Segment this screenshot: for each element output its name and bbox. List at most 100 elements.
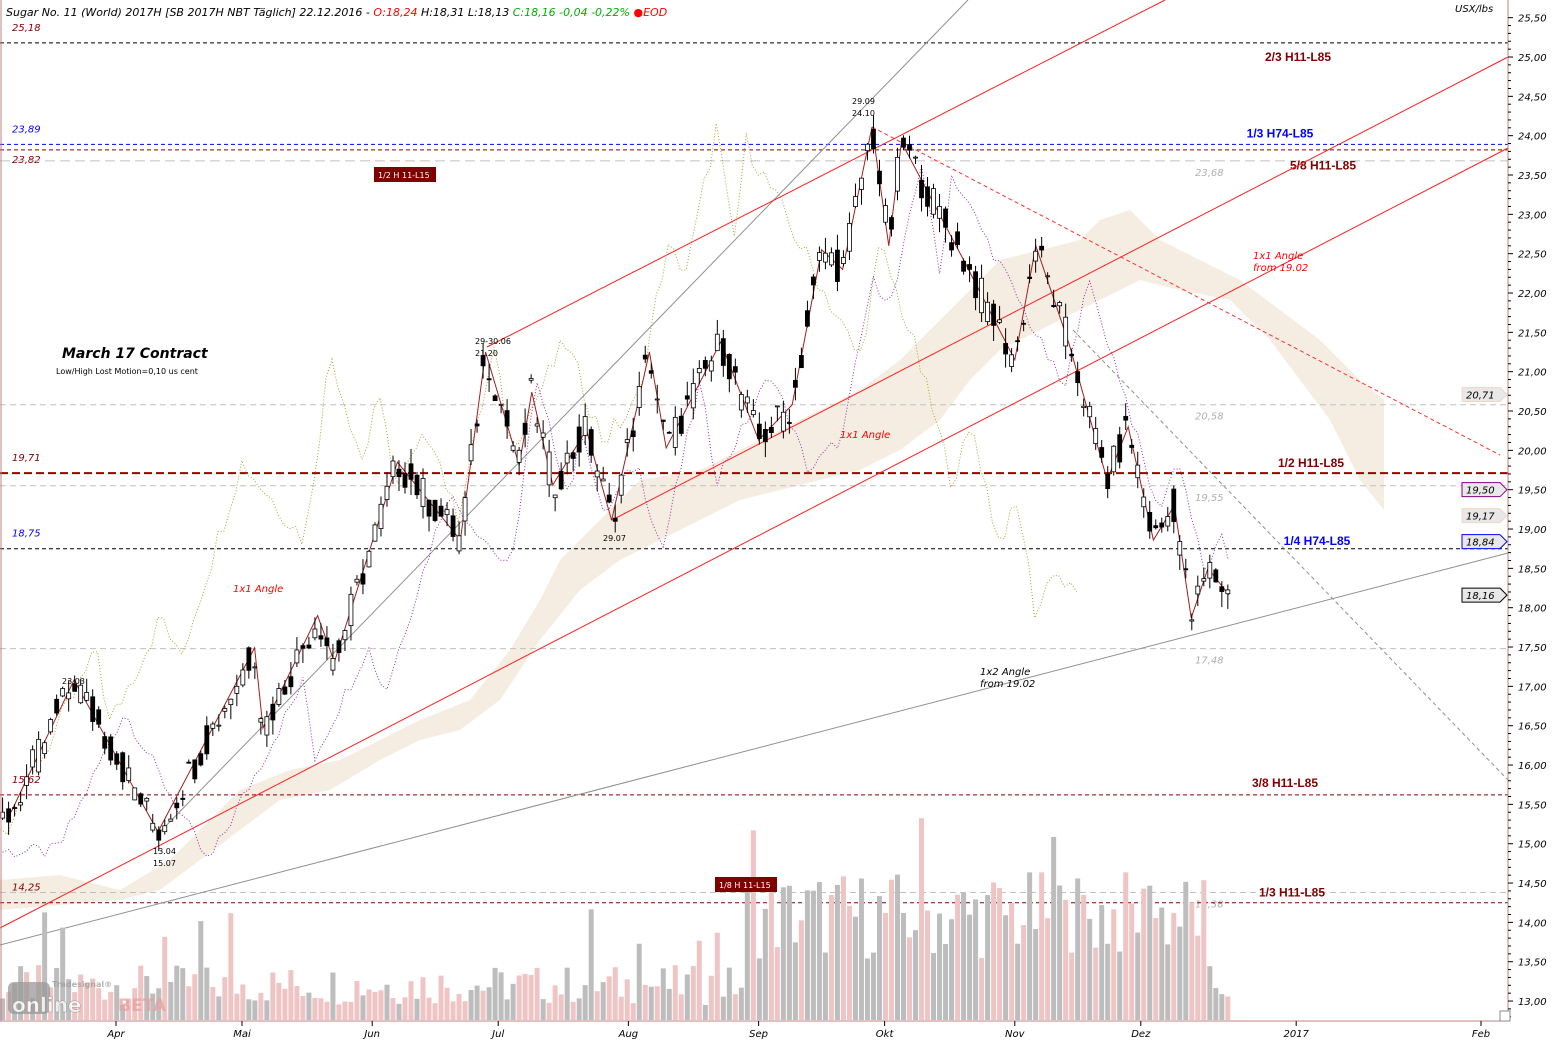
gann-1x2-angle-line[interactable] bbox=[0, 552, 1509, 946]
candle bbox=[811, 274, 816, 300]
volume-bar bbox=[72, 992, 78, 1020]
volume-bar bbox=[336, 1004, 342, 1020]
candle bbox=[150, 813, 156, 833]
volume-bar bbox=[180, 968, 186, 1020]
signal-line bbox=[2, 166, 1229, 858]
volume-bar bbox=[606, 976, 612, 1020]
candle bbox=[913, 155, 918, 164]
volume-bars bbox=[0, 818, 1231, 1020]
volume-bar bbox=[330, 972, 336, 1020]
volume-bar bbox=[228, 913, 234, 1020]
volume-bar bbox=[546, 1002, 552, 1020]
candle bbox=[558, 462, 564, 491]
red-channel-upper-line[interactable] bbox=[611, 56, 1509, 521]
tradesignal-logo: Tradesignal® online BETA bbox=[8, 980, 167, 1017]
candle bbox=[528, 374, 534, 384]
y-tick-label: 23,50 bbox=[1518, 171, 1547, 182]
candle bbox=[606, 482, 612, 504]
y-tick-label: 24,50 bbox=[1518, 92, 1547, 103]
y-tick-label: 21,00 bbox=[1518, 368, 1547, 379]
fib-level-label: 1/4 H74-L85 bbox=[1284, 534, 1351, 548]
candle bbox=[510, 441, 516, 453]
candle bbox=[612, 504, 618, 533]
volume-bar bbox=[378, 990, 384, 1020]
angle-label: from 19.02 bbox=[980, 679, 1035, 690]
volume-bar bbox=[1171, 913, 1177, 1020]
y-tick-label: 17,00 bbox=[1518, 682, 1547, 693]
candle bbox=[1009, 348, 1015, 373]
high-low-value: H:18,31 L:18,13 bbox=[420, 6, 510, 19]
level-price-label: 23,89 bbox=[12, 124, 41, 135]
volume-bar bbox=[1195, 935, 1201, 1020]
candle bbox=[708, 355, 714, 382]
candle bbox=[979, 264, 984, 323]
volume-bar bbox=[390, 998, 396, 1020]
candle bbox=[366, 550, 372, 568]
fib-level-label: 1/3 H11-L85 bbox=[1259, 885, 1325, 899]
resize-grip-icon[interactable] bbox=[1499, 1010, 1511, 1022]
gray-dashed-trend-line[interactable] bbox=[1072, 329, 1509, 781]
candle bbox=[1063, 303, 1069, 360]
red-channel-top-line[interactable] bbox=[486, 0, 1166, 348]
candle bbox=[883, 198, 888, 225]
volume-bar bbox=[276, 982, 282, 1020]
candle bbox=[552, 494, 558, 512]
volume-bar bbox=[480, 990, 486, 1020]
volume-bar bbox=[150, 993, 156, 1020]
volume-bar bbox=[888, 879, 894, 1020]
candle bbox=[690, 368, 696, 420]
volume-bar bbox=[810, 890, 816, 1020]
volume-bar bbox=[396, 1003, 402, 1020]
candle bbox=[222, 705, 228, 719]
volume-bar bbox=[96, 988, 102, 1020]
volume-bar bbox=[558, 994, 564, 1020]
volume-bar bbox=[420, 977, 426, 1020]
y-tick-label: 23,00 bbox=[1518, 210, 1547, 221]
logo-brand: Tradesignal® bbox=[52, 980, 112, 989]
volume-bar bbox=[48, 987, 54, 1020]
candle bbox=[805, 300, 810, 328]
volume-bar bbox=[354, 981, 360, 1020]
candle bbox=[468, 429, 474, 466]
y-tick-label: 20,00 bbox=[1518, 446, 1547, 457]
volume-bar bbox=[774, 947, 780, 1020]
candle bbox=[1177, 535, 1183, 570]
candle bbox=[1057, 300, 1063, 314]
volume-bar bbox=[534, 967, 540, 1020]
volume-bar bbox=[60, 927, 66, 1020]
candle bbox=[594, 464, 600, 492]
ichimoku-cloud bbox=[0, 210, 1384, 910]
volume-bar bbox=[588, 909, 594, 1020]
candle bbox=[1093, 416, 1099, 450]
volume-bar bbox=[450, 1001, 456, 1020]
candle bbox=[204, 716, 210, 760]
volume-bar bbox=[510, 983, 516, 1020]
volume-bar bbox=[804, 890, 810, 1020]
candle bbox=[1045, 272, 1051, 285]
volume-bar bbox=[408, 981, 414, 1020]
volume-bar bbox=[1087, 918, 1093, 1020]
candle bbox=[186, 759, 192, 764]
y-tick-label: 24,00 bbox=[1518, 132, 1547, 143]
red-channel-lower-line[interactable] bbox=[0, 147, 1509, 929]
price-badge-label: 19,50 bbox=[1466, 486, 1495, 497]
angle-label: from 19.02 bbox=[1253, 263, 1308, 274]
volume-bar bbox=[90, 978, 96, 1020]
red-dashed-trend-line[interactable] bbox=[871, 126, 1501, 456]
candle bbox=[744, 389, 750, 413]
candle bbox=[1105, 466, 1111, 499]
candle bbox=[750, 399, 756, 418]
volume-bar bbox=[444, 987, 450, 1020]
candle bbox=[774, 405, 780, 422]
candle bbox=[246, 646, 252, 679]
candle bbox=[1195, 575, 1201, 607]
candle bbox=[967, 256, 972, 283]
volume-bar bbox=[1057, 885, 1063, 1020]
price-badge-label: 18,16 bbox=[1466, 591, 1495, 602]
volume-bar bbox=[907, 937, 913, 1020]
candle bbox=[336, 638, 342, 662]
open-value: O:18,24 bbox=[373, 6, 418, 19]
gann-steep-line[interactable] bbox=[159, 0, 969, 833]
candle bbox=[925, 176, 930, 217]
